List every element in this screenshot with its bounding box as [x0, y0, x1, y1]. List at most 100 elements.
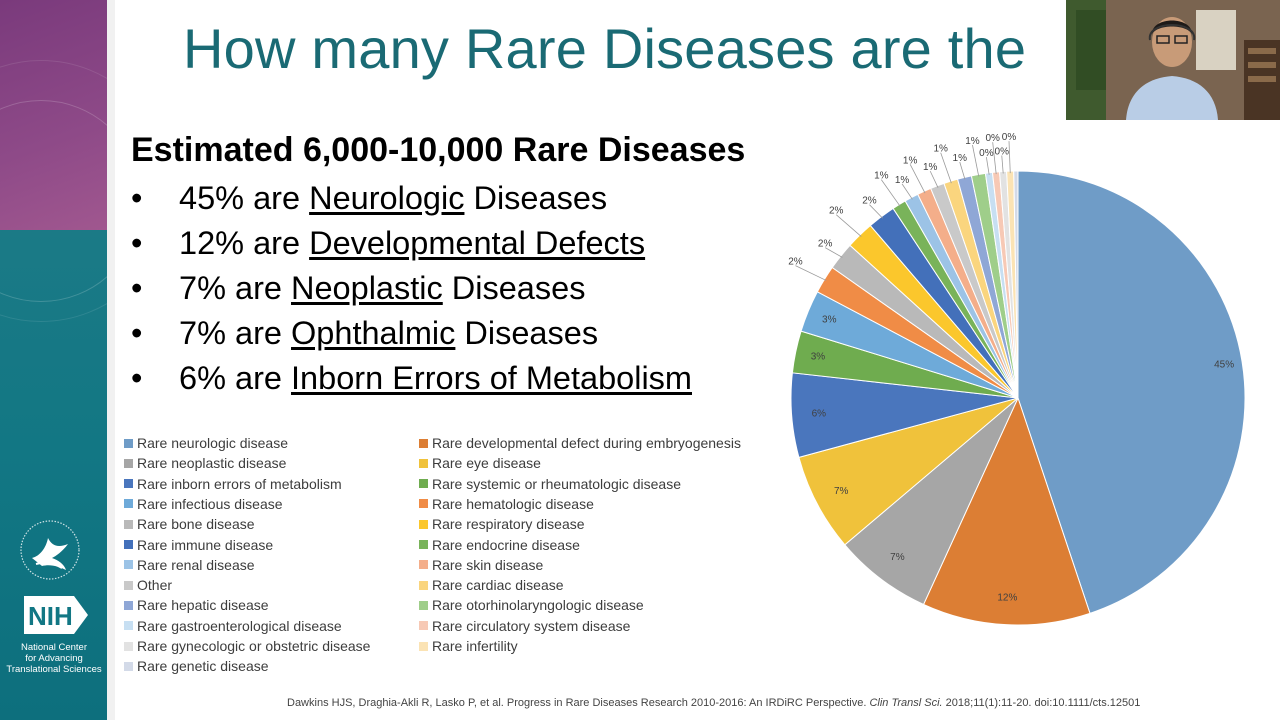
bullet-link[interactable]: Ophthalmic [291, 315, 456, 351]
slide-headline: Estimated 6,000-10,000 Rare Diseases [131, 131, 746, 169]
legend-item: Rare endocrine disease [419, 537, 580, 553]
webcam-video-overlay [1066, 0, 1280, 120]
sidebar-decorative-ring [0, 100, 107, 302]
citation-authors: Dawkins HJS, Draghia-Akli R, Lasko P, et… [287, 697, 867, 709]
legend-swatch [419, 499, 428, 509]
legend-swatch [419, 580, 428, 590]
pie-data-label: 1% [874, 171, 889, 182]
legend-swatch [419, 458, 428, 468]
citation-journal: Clin Transl Sci. [869, 697, 943, 709]
pie-leader-line [940, 152, 952, 184]
legend-swatch [124, 600, 133, 610]
pie-data-label: 7% [834, 486, 849, 497]
slide-title: How many Rare Diseases are the [183, 17, 1027, 80]
pie-leader-line [985, 156, 990, 175]
legend-label: Other [137, 577, 173, 594]
legend-item: Rare developmental defect during embryog… [419, 435, 741, 451]
bullet-marker: • [131, 270, 143, 306]
bullet-item: • 6% are Inborn Errors of Metabolism [131, 356, 692, 401]
bullet-prefix: 7% are [179, 270, 292, 306]
legend-label: Rare infertility [432, 638, 518, 654]
slide-sidebar: NIH National Center for Advancing Transl… [0, 0, 107, 720]
pie-slice [922, 396, 1091, 626]
bullet-marker: • [131, 180, 143, 216]
legend-label: Rare hepatic disease [137, 597, 269, 614]
legend-label: Rare gynecologic or obstetric disease [137, 638, 371, 654]
pie-leader-line [909, 164, 926, 194]
legend-label: Rare bone disease [137, 516, 255, 533]
pie-data-label: 0% [985, 133, 1000, 144]
legend-swatch [419, 438, 428, 448]
pie-data-label: 1% [903, 155, 918, 166]
bullet-prefix: 6% are [179, 360, 292, 396]
legend-item: Rare neoplastic disease [124, 455, 286, 471]
svg-text:NIH: NIH [28, 601, 73, 631]
pie-data-label: 1% [923, 162, 938, 173]
legend-swatch [124, 519, 133, 529]
bullet-list: • 45% are Neurologic Diseases • 12% are De… [131, 176, 692, 401]
legend-item: Rare inborn errors of metabolism [124, 476, 342, 492]
legend-label: Rare otorhinolaryngologic disease [432, 597, 644, 614]
pie-leader-line [972, 144, 980, 177]
legend-swatch [124, 621, 133, 631]
pie-data-label: 1% [933, 144, 948, 155]
pie-slice [1017, 170, 1246, 614]
legend-label: Rare developmental defect during embryog… [432, 435, 741, 451]
pie-data-label: 7% [890, 552, 905, 563]
citation: Dawkins HJS, Draghia-Akli R, Lasko P, et… [287, 697, 1140, 709]
bullet-link[interactable]: Developmental Defects [309, 225, 646, 261]
legend-swatch [419, 479, 428, 489]
legend-label: Rare genetic disease [137, 658, 269, 675]
legend-item: Rare eye disease [419, 455, 541, 471]
legend-label: Rare skin disease [432, 556, 544, 573]
pie-leader-line [1001, 155, 1004, 174]
nih-caption-line: Translational Sciences [6, 664, 102, 675]
bullet-link[interactable]: Neurologic [309, 180, 465, 216]
pie-leader-line [835, 214, 862, 237]
bullet-item: • 7% are Ophthalmic Diseases [131, 311, 692, 356]
pie-data-label: 2% [829, 206, 844, 217]
pie-leader-line [992, 142, 997, 175]
legend-swatch [124, 438, 133, 448]
legend-swatch [124, 641, 133, 651]
pie-leader-line [824, 247, 843, 258]
legend-item: Other [124, 577, 172, 593]
legend-item: Rare gastroenterological disease [124, 618, 342, 634]
citation-details: 2018;11(1):11-20. doi:10.1111/cts.12501 [945, 697, 1141, 709]
bullet-link[interactable]: Neoplastic [291, 270, 443, 306]
bullet-prefix: 12% are [179, 225, 310, 261]
pie-data-label: 6% [812, 408, 827, 419]
pie-data-label: 3% [822, 315, 837, 326]
pie-leader-line [901, 183, 913, 200]
legend-label: Rare renal disease [137, 556, 255, 573]
bullet-item: • 7% are Neoplastic Diseases [131, 266, 692, 311]
legend-label: Rare eye disease [432, 455, 541, 472]
legend-item: Rare immune disease [124, 537, 273, 553]
pie-data-label: 3% [811, 351, 826, 362]
legend-label: Rare inborn errors of metabolism [137, 475, 342, 492]
pie-leader-line [795, 265, 827, 281]
pie-data-label: 0% [995, 147, 1010, 158]
legend-swatch [124, 540, 133, 549]
legend-swatch [124, 661, 133, 671]
legend-label: Rare hematologic disease [432, 495, 594, 512]
legend-item: Rare infectious disease [124, 496, 283, 512]
legend-item: Rare hepatic disease [124, 597, 269, 613]
legend-item: Rare skin disease [419, 557, 543, 573]
bullet-link[interactable]: Inborn Errors of Metabolism [291, 360, 692, 396]
legend-item: Rare renal disease [124, 557, 255, 573]
bullet-prefix: 7% are [179, 315, 292, 351]
pie-data-label: 1% [895, 175, 910, 186]
legend-label: Rare endocrine disease [432, 536, 580, 553]
pie-leader-line [1008, 141, 1011, 174]
legend-label: Rare cardiac disease [432, 577, 564, 594]
pie-slice [1013, 170, 1019, 399]
pie-data-label: 1% [965, 136, 980, 147]
bullet-item: • 45% are Neurologic Diseases [131, 176, 692, 221]
pie-data-label: 2% [788, 257, 803, 268]
legend-item: Rare otorhinolaryngologic disease [419, 597, 644, 613]
bullet-prefix: 45% are [179, 180, 310, 216]
bullet-marker: • [131, 315, 143, 351]
legend-item: Rare cardiac disease [419, 577, 564, 593]
legend-swatch [124, 560, 133, 570]
